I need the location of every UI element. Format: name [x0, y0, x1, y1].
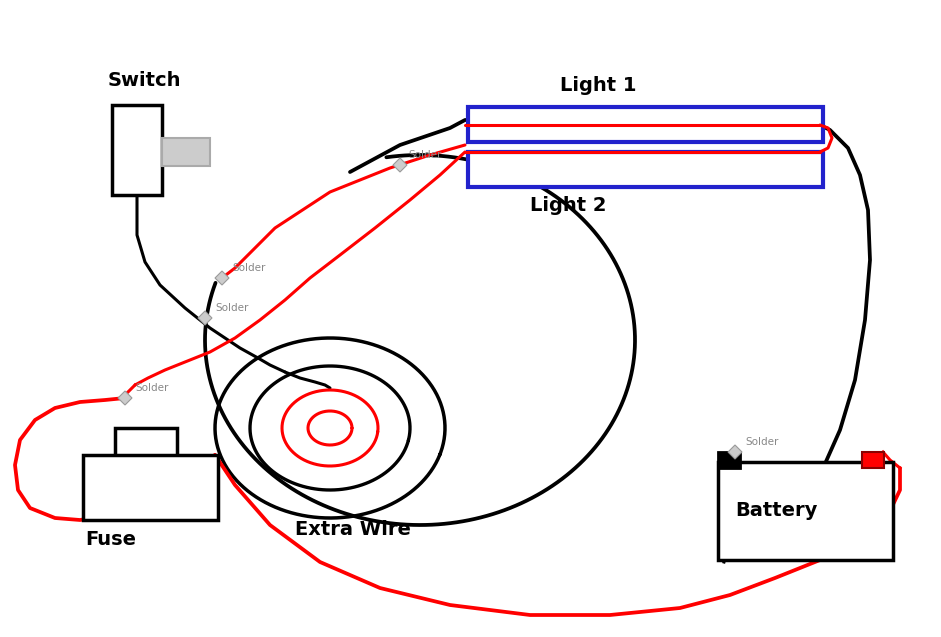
Text: Solder: Solder	[408, 150, 441, 160]
Bar	[112, 105, 162, 195]
Polygon shape	[198, 311, 212, 325]
Text: Switch: Switch	[108, 71, 182, 90]
Bar	[862, 452, 884, 468]
Polygon shape	[728, 445, 742, 459]
Polygon shape	[393, 158, 407, 172]
Bar	[718, 452, 740, 468]
Text: Solder: Solder	[232, 263, 265, 273]
Text: Solder: Solder	[745, 437, 778, 447]
Bar	[83, 455, 218, 520]
Bar	[468, 107, 823, 142]
Text: Fuse: Fuse	[85, 530, 136, 549]
Text: Extra Wire: Extra Wire	[295, 520, 411, 539]
Polygon shape	[215, 271, 229, 285]
Bar	[162, 138, 210, 166]
Text: Light 2: Light 2	[530, 196, 607, 215]
Bar	[468, 152, 823, 187]
Text: Solder: Solder	[135, 383, 168, 393]
Text: Battery: Battery	[735, 501, 818, 520]
Polygon shape	[118, 391, 132, 405]
Bar	[718, 462, 893, 560]
Text: Light 1: Light 1	[560, 76, 636, 95]
Text: Solder: Solder	[215, 303, 248, 313]
Bar	[115, 428, 177, 463]
